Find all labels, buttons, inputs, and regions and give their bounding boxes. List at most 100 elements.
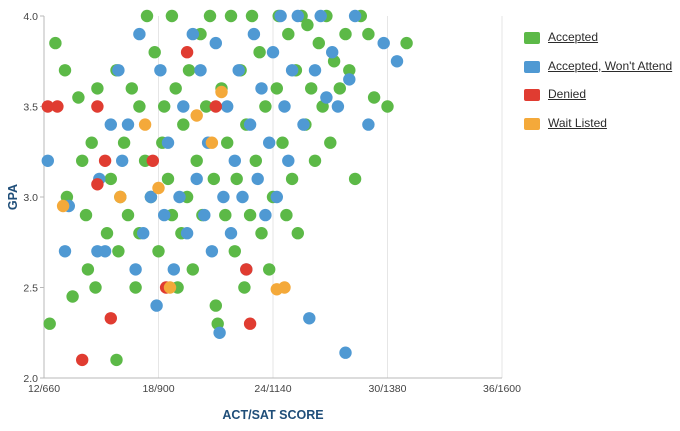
data-point [200, 100, 213, 113]
data-point [180, 46, 194, 59]
data-point [232, 64, 245, 77]
x-tick-label: 12/660 [28, 383, 60, 395]
data-point [215, 85, 228, 99]
legend-item[interactable]: Accepted [524, 28, 676, 57]
data-point [137, 227, 150, 240]
data-point [209, 100, 222, 113]
data-point [228, 154, 241, 167]
data-point [400, 36, 413, 50]
data-point [297, 118, 310, 131]
data-point [186, 27, 199, 41]
data-point [259, 208, 272, 222]
data-point [253, 46, 266, 59]
legend-label[interactable]: Accepted [548, 30, 599, 44]
data-point [209, 36, 222, 50]
data-point [117, 136, 131, 149]
data-point [326, 46, 339, 59]
data-point [81, 263, 95, 276]
data-point [165, 9, 179, 23]
data-point [270, 190, 283, 204]
data-points [41, 9, 413, 367]
data-point [186, 263, 199, 276]
data-point [91, 82, 104, 95]
y-tick-label: 2.0 [23, 373, 38, 385]
data-point [314, 9, 327, 23]
data-point [203, 9, 217, 23]
data-point [390, 55, 404, 68]
data-point [49, 36, 62, 50]
data-point [243, 118, 257, 131]
data-point [320, 91, 333, 104]
data-point [308, 64, 322, 77]
y-axis-title: GPA [6, 184, 20, 210]
data-point [205, 245, 219, 258]
y-tick-label: 3.0 [23, 192, 38, 204]
data-point [182, 64, 196, 77]
data-point [79, 208, 93, 222]
x-tick-label: 18/900 [142, 383, 174, 395]
legend-swatch [524, 89, 540, 101]
data-point [194, 64, 207, 77]
data-point [98, 154, 112, 167]
data-point [114, 190, 127, 204]
data-point [140, 9, 154, 23]
data-point [263, 263, 276, 276]
data-point [163, 281, 177, 294]
data-point [305, 82, 318, 95]
data-point [129, 263, 142, 276]
legend-label[interactable]: Denied [548, 87, 587, 101]
data-point [150, 299, 163, 312]
data-point [169, 82, 182, 95]
data-point [89, 281, 102, 294]
data-point [339, 27, 352, 41]
data-point [238, 281, 251, 294]
data-point [158, 208, 171, 222]
data-point [282, 27, 295, 41]
data-point [190, 172, 203, 186]
data-point [190, 109, 203, 122]
y-tick-label: 2.5 [23, 283, 38, 295]
legend-label[interactable]: Wait Listed [548, 115, 607, 130]
data-point [104, 172, 118, 186]
data-point [161, 172, 175, 186]
data-point [41, 100, 54, 113]
data-point [240, 263, 253, 276]
legend-item[interactable]: Wait Listed [524, 114, 676, 143]
data-point [161, 136, 175, 149]
data-point [285, 64, 299, 77]
data-point [58, 245, 72, 258]
data-point [104, 312, 118, 325]
data-point [324, 136, 337, 149]
data-point [125, 82, 138, 95]
data-point [249, 154, 262, 167]
data-point [43, 317, 56, 330]
data-point [228, 245, 241, 258]
data-point [221, 136, 234, 149]
legend-item[interactable]: Accepted, Won't Attend [524, 57, 676, 86]
data-point [72, 91, 85, 104]
data-point [276, 136, 289, 149]
data-point [121, 118, 135, 131]
y-tick-label: 3.5 [23, 102, 38, 114]
data-point [133, 27, 146, 41]
data-point [152, 181, 165, 195]
data-point [146, 154, 159, 167]
data-point [209, 299, 222, 312]
data-point [251, 172, 264, 186]
data-point [180, 227, 194, 240]
data-point [116, 154, 129, 167]
data-point [303, 312, 316, 325]
data-point [91, 178, 104, 191]
data-point [110, 353, 123, 367]
data-point [41, 154, 54, 167]
legend-swatch [524, 60, 540, 73]
data-point [331, 100, 345, 113]
data-point [247, 27, 261, 41]
data-point [278, 281, 291, 294]
data-point [362, 118, 375, 131]
data-point [190, 154, 203, 167]
legend-item[interactable]: Denied [524, 85, 676, 114]
data-point [112, 245, 125, 258]
legend-label[interactable]: Accepted, Won't Attend [548, 58, 673, 73]
data-point [230, 172, 243, 186]
